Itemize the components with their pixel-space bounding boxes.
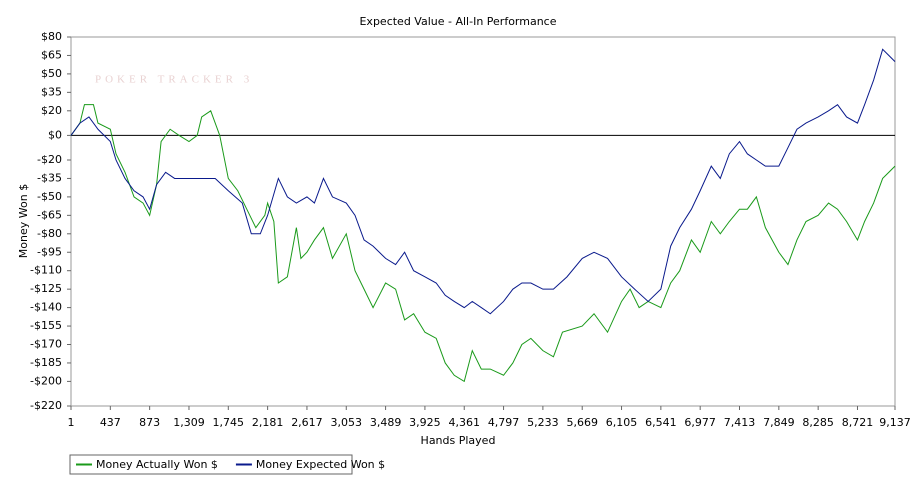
x-tick-label: 3,053 bbox=[331, 416, 363, 429]
series-line bbox=[70, 48, 896, 315]
legend bbox=[69, 454, 353, 475]
x-tick-label: 6,977 bbox=[684, 416, 716, 429]
y-tick-label: -$220 bbox=[30, 399, 62, 412]
y-tick-label: -$95 bbox=[37, 245, 62, 258]
y-tick-label: -$200 bbox=[30, 374, 62, 387]
plot-area bbox=[70, 36, 896, 407]
y-tick-label: $50 bbox=[41, 67, 62, 80]
y-tick-label: -$155 bbox=[30, 319, 62, 332]
y-tick-label: -$125 bbox=[30, 282, 62, 295]
x-tick-label: 2,181 bbox=[252, 416, 284, 429]
x-tick-label: 5,669 bbox=[566, 416, 598, 429]
y-tick-label: $20 bbox=[41, 104, 62, 117]
y-tick-label: -$80 bbox=[37, 227, 62, 240]
legend-label: Money Actually Won $ bbox=[96, 458, 218, 471]
x-tick-label: 3,925 bbox=[409, 416, 441, 429]
series-line bbox=[70, 104, 896, 383]
legend-label: Money Expected Won $ bbox=[256, 458, 385, 471]
x-tick-label: 4,797 bbox=[488, 416, 520, 429]
y-tick-label: -$50 bbox=[37, 190, 62, 203]
x-tick-label: 9,137 bbox=[879, 416, 911, 429]
x-axis-label: Hands Played bbox=[421, 434, 496, 447]
x-tick-label: 4,361 bbox=[448, 416, 480, 429]
y-tick-label: -$140 bbox=[30, 301, 62, 314]
x-tick-label: 7,413 bbox=[724, 416, 756, 429]
x-tick-label: 3,489 bbox=[370, 416, 402, 429]
x-tick-label: 1,745 bbox=[213, 416, 245, 429]
y-tick-label: -$110 bbox=[30, 264, 62, 277]
x-tick-label: 6,105 bbox=[606, 416, 638, 429]
x-tick-label: 1 bbox=[68, 416, 75, 429]
x-tick-label: 1,309 bbox=[173, 416, 205, 429]
x-tick-label: 7,849 bbox=[763, 416, 795, 429]
chart-title: Expected Value - All-In Performance bbox=[359, 15, 556, 28]
y-tick-label: -$185 bbox=[30, 356, 62, 369]
x-tick-label: 6,541 bbox=[645, 416, 677, 429]
x-tick-label: 8,285 bbox=[802, 416, 834, 429]
y-tick-label: -$35 bbox=[37, 171, 62, 184]
x-tick-label: 873 bbox=[139, 416, 160, 429]
watermark: POKER TRACKER 3 bbox=[95, 74, 253, 86]
y-tick-label: -$20 bbox=[37, 153, 62, 166]
y-tick-label: $65 bbox=[41, 48, 62, 61]
y-tick-label: -$170 bbox=[30, 338, 62, 351]
y-tick-label: $80 bbox=[41, 30, 62, 43]
y-tick-label: -$65 bbox=[37, 208, 62, 221]
y-tick-label: $35 bbox=[41, 85, 62, 98]
y-axis-label: Money Won $ bbox=[17, 184, 30, 258]
x-tick-label: 8,721 bbox=[842, 416, 874, 429]
x-tick-label: 2,617 bbox=[291, 416, 323, 429]
x-tick-label: 437 bbox=[100, 416, 121, 429]
x-tick-label: 5,233 bbox=[527, 416, 559, 429]
y-tick-label: $0 bbox=[48, 128, 62, 141]
